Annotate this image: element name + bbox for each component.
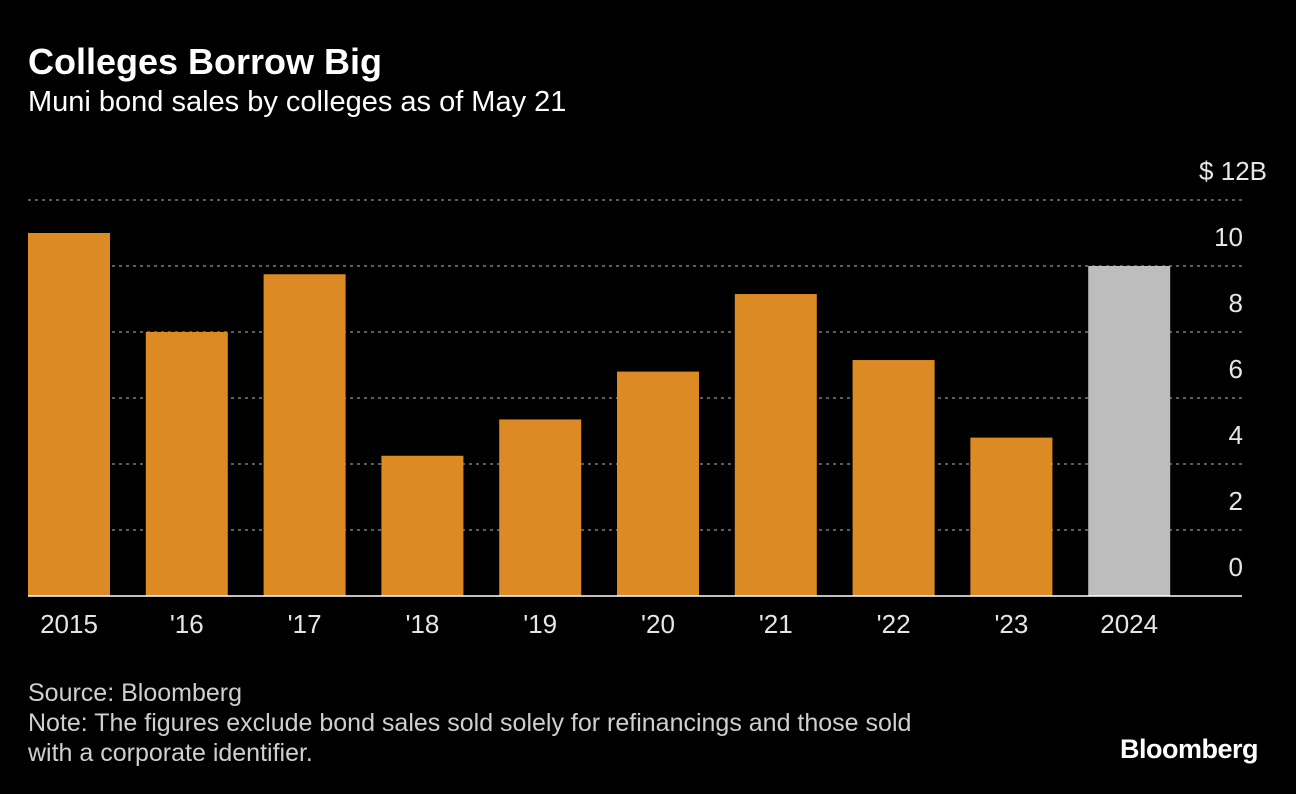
bar [734,294,817,596]
y-tick-label: 2 [1229,486,1243,516]
y-tick-label: 0 [1229,552,1243,582]
x-tick-label: '20 [641,609,675,639]
x-tick-label: '16 [170,609,204,639]
bar [852,360,935,596]
x-tick-label: '21 [759,609,793,639]
bar [617,371,699,596]
bar [145,332,228,596]
y-tick-label: 8 [1229,288,1243,318]
chart-subtitle: Muni bond sales by colleges as of May 21 [28,86,567,118]
y-tick-label: $ 12B [1199,156,1267,186]
y-tick-label: 10 [1214,222,1243,252]
bar [381,455,464,596]
y-tick-label: 6 [1229,354,1243,384]
footnote-line-1: Note: The figures exclude bond sales sol… [28,709,912,737]
bar [499,419,582,596]
bloomberg-logo: Bloomberg [1119,734,1259,764]
x-tick-label: 2015 [40,609,98,639]
chart-footer: Source: Bloomberg Note: The figures excl… [28,678,1068,768]
x-tick-label: '19 [523,609,557,639]
x-tick-label: '22 [877,609,911,639]
bar [970,437,1053,596]
source-note: Source: Bloomberg [28,679,243,707]
x-tick-label: '17 [288,609,322,639]
footnote-line-2: with a corporate identifier. [28,739,313,767]
x-tick-label: '23 [994,609,1028,639]
bar-highlight [1088,266,1171,596]
x-tick-label: 2024 [1100,609,1158,639]
y-tick-label: 4 [1229,420,1243,450]
x-tick-label: '18 [405,609,439,639]
chart-title: Colleges Borrow Big [28,41,383,82]
bar [263,274,346,596]
bar [28,233,110,596]
